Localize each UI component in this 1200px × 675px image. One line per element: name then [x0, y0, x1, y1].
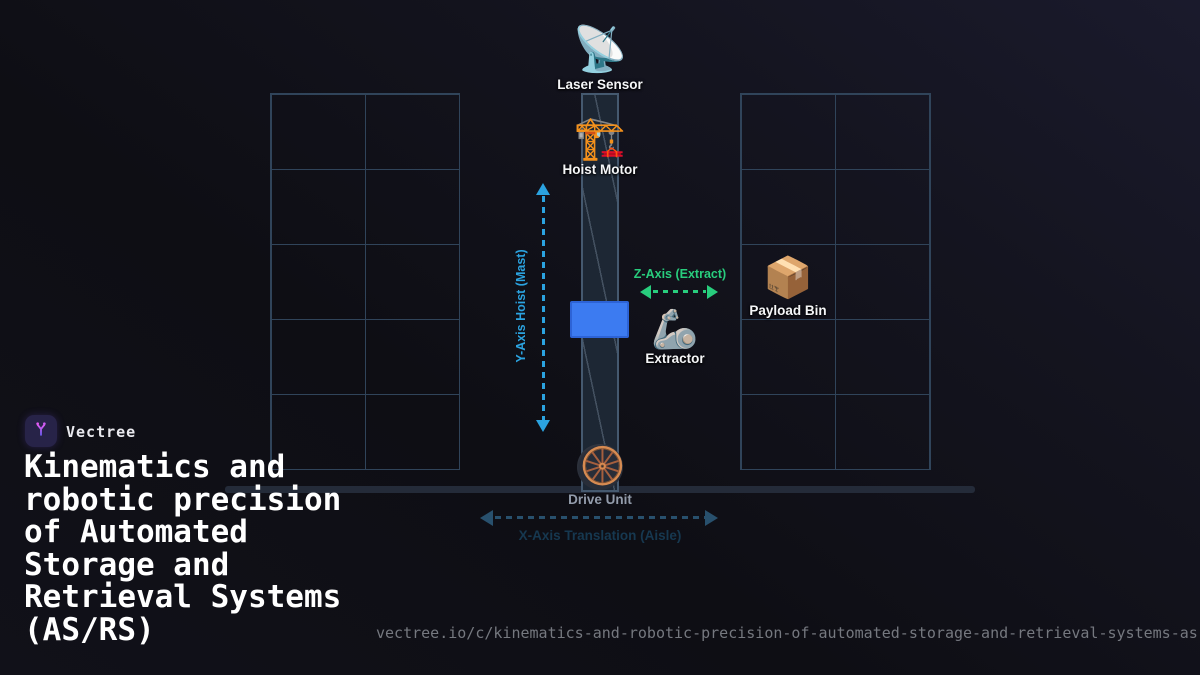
z-axis-label: Z-Axis (Extract) [633, 267, 727, 281]
payload-bin-icon: 📦 [763, 255, 813, 301]
page-url: vectree.io/c/kinematics-and-robotic-prec… [376, 624, 1200, 642]
x-axis-dashed-line [495, 516, 705, 519]
mast-column [581, 93, 619, 492]
drive-unit-housing [577, 444, 623, 490]
storage-rack-right [740, 93, 931, 470]
hoist-motor-label: Hoist Motor [562, 162, 638, 177]
storage-rack-left [270, 93, 460, 470]
vectree-logo [25, 415, 57, 447]
page-title: Kinematics and robotic precision of Auto… [24, 449, 342, 648]
hoist-motor-icon: 🏗️ [573, 113, 627, 162]
shuttle-carriage [570, 301, 629, 338]
y-axis-arrowhead-up-icon [536, 183, 550, 195]
vectree-branch-icon [31, 419, 51, 444]
z-axis-arrowhead-left-icon [640, 285, 651, 299]
extractor-label: Extractor [645, 351, 705, 366]
z-axis-arrowhead-right-icon [707, 285, 718, 299]
y-axis-arrowhead-down-icon [536, 420, 550, 432]
laser-sensor-label: Laser Sensor [557, 77, 643, 92]
x-axis-arrowhead-left-icon [480, 510, 493, 526]
z-axis-dashed-line [653, 290, 706, 293]
brand-name: Vectree [66, 423, 137, 441]
y-axis-dashed-line [542, 196, 545, 420]
laser-sensor-icon: 📡 [572, 24, 628, 75]
x-axis-label: X-Axis Translation (Aisle) [518, 528, 682, 543]
x-axis-arrowhead-right-icon [705, 510, 718, 526]
payload-bin-label: Payload Bin [749, 303, 827, 318]
extractor-icon: 🦾 [651, 307, 699, 351]
drive-unit-wheel-icon: 🛞 [580, 446, 625, 487]
y-axis-label: Y-Axis Hoist (Mast) [514, 249, 528, 363]
drive-unit-label: Drive Unit [568, 492, 632, 507]
